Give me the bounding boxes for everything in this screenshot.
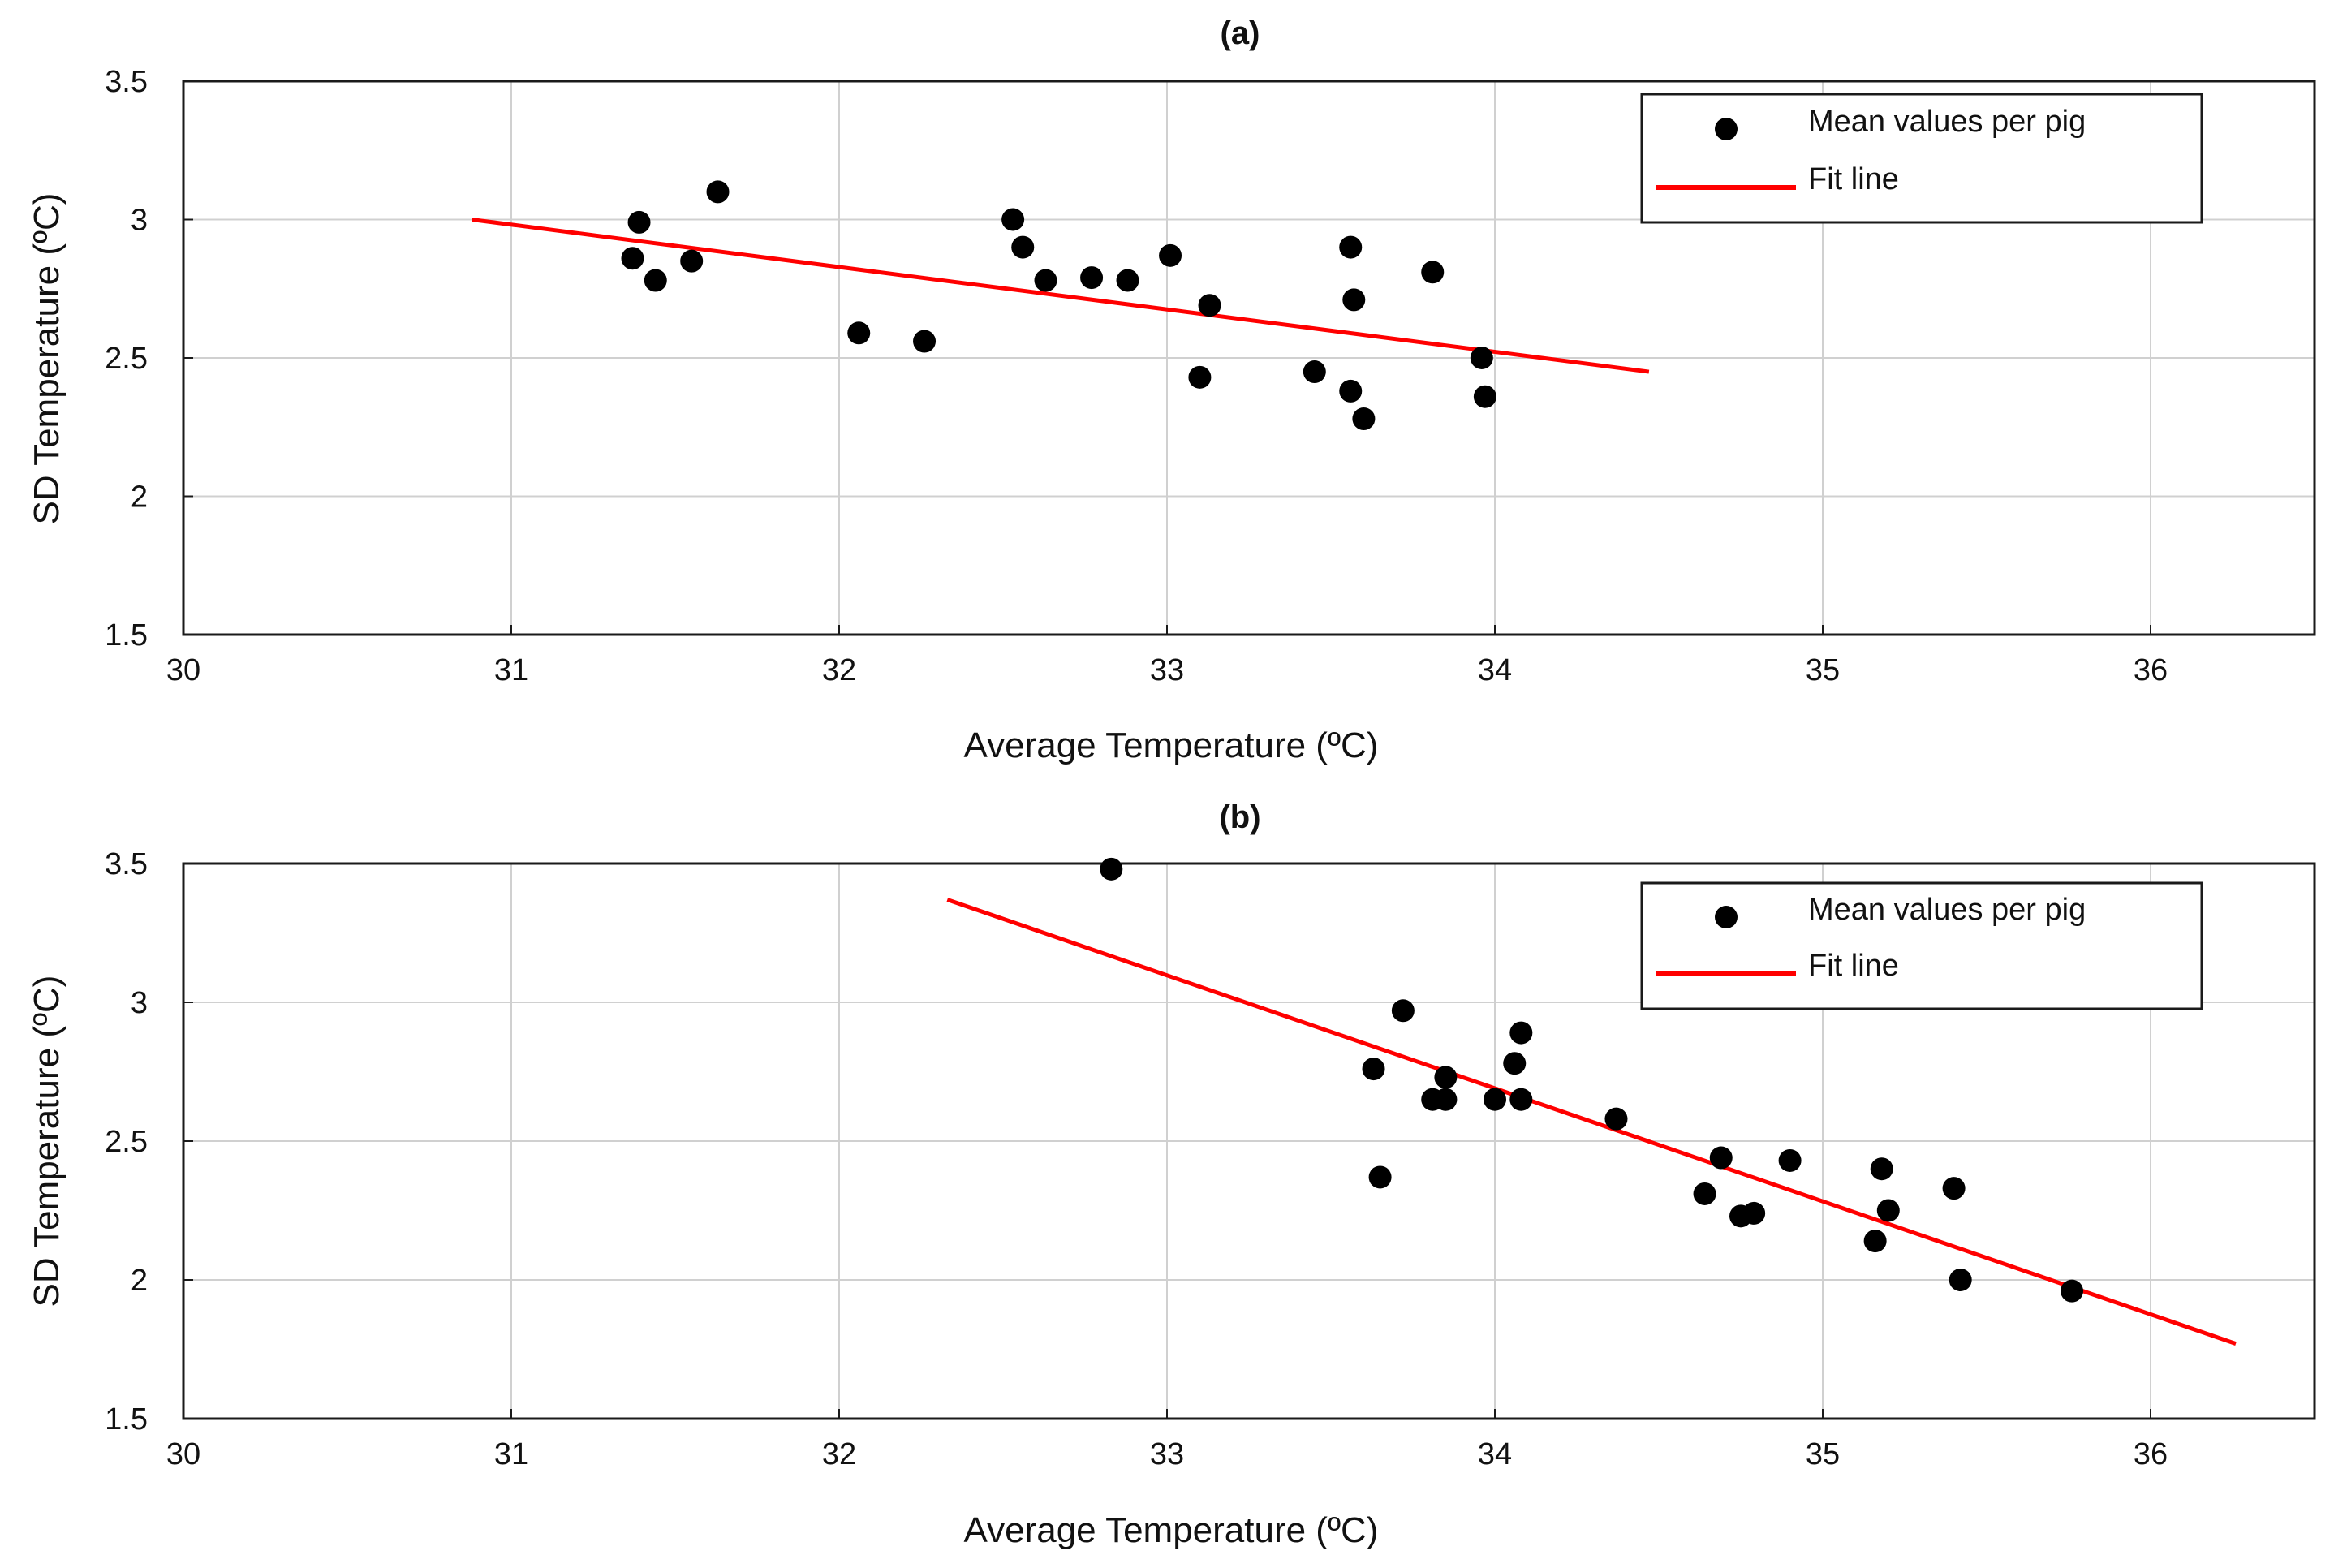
x-tick-label: 34 — [1478, 1437, 1512, 1471]
x-axis-label: Average Temperature (ºC) — [964, 726, 1379, 765]
legend-box — [1640, 881, 2203, 1010]
data-point — [1339, 235, 1363, 259]
y-tick-label: 2.5 — [105, 342, 148, 376]
points-layer — [621, 180, 1496, 431]
legend-label-points: Mean values per pig — [1808, 105, 2086, 139]
x-tick-label: 36 — [2134, 1437, 2168, 1471]
data-point — [1509, 1021, 1533, 1045]
fit-line-layer — [946, 898, 2237, 1346]
y-tick-label: 3.5 — [105, 847, 148, 881]
data-point — [1342, 288, 1366, 312]
data-point — [1434, 1088, 1458, 1111]
plot-frame — [182, 80, 2316, 636]
data-point — [1778, 1148, 1802, 1172]
panel-title: (a) — [1221, 15, 1260, 51]
data-point — [2061, 1279, 2084, 1303]
data-point — [1693, 1182, 1716, 1205]
data-point — [1100, 857, 1123, 881]
y-tick-label: 3.5 — [105, 65, 148, 99]
data-point — [706, 180, 730, 204]
data-point — [644, 269, 667, 292]
data-point — [1303, 360, 1326, 384]
x-tick-label: 36 — [2134, 653, 2168, 687]
data-point — [1368, 1165, 1392, 1189]
data-point — [1011, 235, 1035, 259]
legend-marker-points — [1715, 906, 1738, 928]
x-tick-label: 33 — [1150, 653, 1184, 687]
data-point — [1391, 999, 1415, 1023]
data-point — [627, 210, 651, 234]
fit-line — [946, 898, 2237, 1346]
data-point — [680, 249, 704, 273]
data-point — [913, 330, 937, 353]
data-point — [1159, 243, 1182, 267]
data-point — [1188, 365, 1212, 389]
panel-title: (b) — [1219, 799, 1260, 835]
data-point — [1876, 1199, 1900, 1222]
data-point — [1339, 379, 1363, 403]
panel-b: (b) 30 31 32 33 34 35 36 1.5 2 2.5 3 3.5 Average T… — [27, 799, 2316, 1550]
legend-marker-points — [1715, 118, 1738, 140]
data-point — [1503, 1052, 1527, 1075]
y-axis-label: SD Temperature (ºC) — [27, 193, 67, 525]
data-point — [1352, 407, 1376, 431]
legend-label-fit: Fit line — [1808, 949, 1899, 983]
x-tick-label: 32 — [822, 1437, 856, 1471]
y-tick-labels: 1.5 2 2.5 3 3.5 — [105, 65, 148, 653]
data-point — [1709, 1146, 1733, 1170]
data-point — [1421, 261, 1445, 284]
data-point — [1080, 266, 1104, 290]
x-tick-label: 30 — [166, 653, 200, 687]
data-point — [1509, 1088, 1533, 1111]
x-tick-label: 35 — [1806, 1437, 1840, 1471]
legend-box — [1640, 93, 2203, 224]
x-tick-label: 33 — [1150, 1437, 1184, 1471]
data-point — [1604, 1107, 1628, 1131]
y-axis-label: SD Temperature (ºC) — [27, 976, 67, 1307]
data-point — [1362, 1058, 1385, 1081]
fit-line — [472, 218, 1650, 374]
plot-frame — [182, 862, 2316, 1420]
data-point — [1001, 208, 1025, 231]
x-tick-labels: 30 31 32 33 34 35 36 — [166, 1437, 2168, 1471]
y-tick-label: 2 — [131, 1264, 148, 1298]
legend: Mean values per pig Fit line — [1640, 93, 2203, 224]
y-tick-label: 1.5 — [105, 1402, 148, 1437]
panel-a: (a) 30 31 32 33 34 35 36 1.5 2 2.5 3 3.5 Average T… — [27, 15, 2316, 765]
x-tick-label: 32 — [822, 653, 856, 687]
data-point — [1863, 1230, 1887, 1253]
data-point — [1434, 1066, 1458, 1089]
data-point — [621, 247, 644, 270]
y-tick-label: 3 — [131, 204, 148, 238]
y-tick-labels: 1.5 2 2.5 3 3.5 — [105, 847, 148, 1437]
y-tick-label: 1.5 — [105, 618, 148, 653]
data-point — [1034, 269, 1057, 292]
y-tick-label: 2.5 — [105, 1125, 148, 1159]
x-tick-label: 31 — [494, 1437, 528, 1471]
legend: Mean values per pig Fit line — [1640, 881, 2203, 1010]
data-point — [1949, 1269, 1972, 1291]
data-point — [1198, 294, 1221, 317]
data-point — [1870, 1157, 1893, 1181]
y-tick-label: 2 — [131, 480, 148, 515]
points-layer — [1100, 857, 2084, 1303]
fit-line-layer — [472, 218, 1650, 374]
data-point — [847, 321, 871, 345]
legend-label-points: Mean values per pig — [1808, 893, 2086, 927]
data-point — [1116, 269, 1139, 292]
x-tick-label: 35 — [1806, 653, 1840, 687]
data-point — [1484, 1088, 1506, 1111]
x-axis-label: Average Temperature (ºC) — [964, 1510, 1379, 1550]
data-point — [1473, 385, 1496, 408]
y-tick-label: 3 — [131, 986, 148, 1020]
x-tick-label: 30 — [166, 1437, 200, 1471]
x-tick-labels: 30 31 32 33 34 35 36 — [166, 653, 2168, 687]
data-point — [1470, 347, 1493, 369]
data-point — [1942, 1177, 1966, 1200]
x-tick-label: 34 — [1478, 653, 1512, 687]
legend-label-fit: Fit line — [1808, 162, 1899, 196]
data-point — [1742, 1201, 1766, 1225]
x-tick-label: 31 — [494, 653, 528, 687]
